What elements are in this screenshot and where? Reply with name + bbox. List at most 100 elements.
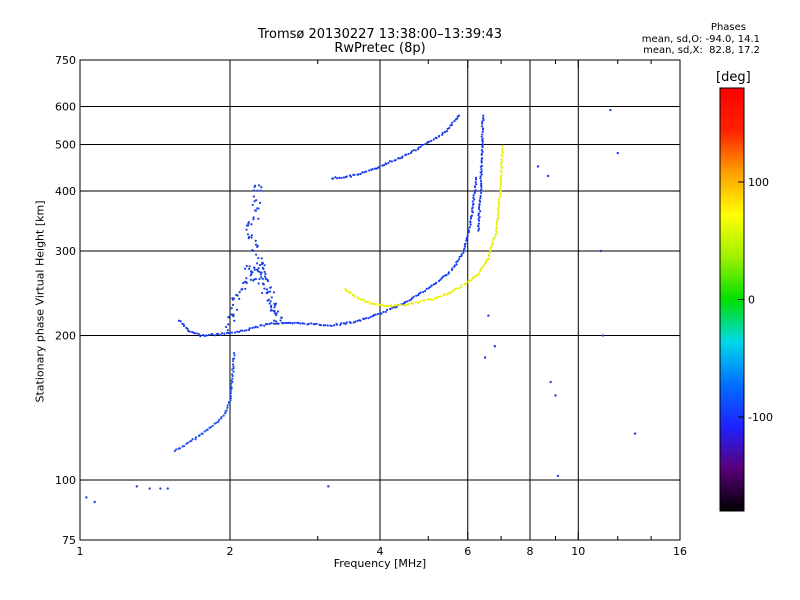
data-point bbox=[361, 171, 364, 174]
data-point bbox=[479, 189, 482, 192]
y-tick-label: 400 bbox=[55, 185, 76, 198]
data-point bbox=[384, 310, 387, 313]
chart-subtitle: RwPretec (8p) bbox=[334, 41, 426, 56]
data-point bbox=[259, 189, 262, 192]
data-point bbox=[496, 207, 500, 211]
data-point bbox=[471, 200, 474, 203]
data-point bbox=[249, 274, 252, 277]
data-point bbox=[247, 224, 250, 227]
data-point bbox=[282, 322, 285, 325]
data-point bbox=[480, 170, 483, 173]
data-point bbox=[492, 237, 495, 240]
data-point bbox=[400, 303, 403, 306]
data-point bbox=[345, 175, 348, 178]
data-point bbox=[254, 239, 257, 242]
data-point bbox=[477, 219, 481, 222]
data-point bbox=[219, 333, 222, 337]
data-point bbox=[439, 278, 442, 281]
data-point bbox=[250, 223, 253, 226]
data-point bbox=[332, 324, 336, 327]
data-point bbox=[229, 399, 232, 402]
data-point bbox=[500, 153, 503, 157]
y-tick-label: 750 bbox=[55, 54, 76, 67]
data-point bbox=[287, 321, 290, 324]
data-point bbox=[424, 143, 427, 146]
data-point bbox=[344, 287, 347, 291]
data-point bbox=[381, 164, 384, 167]
data-point bbox=[226, 404, 229, 407]
data-point bbox=[215, 421, 218, 424]
data-point bbox=[315, 322, 318, 325]
data-point bbox=[261, 277, 264, 280]
data-point bbox=[238, 330, 241, 334]
data-point bbox=[254, 325, 257, 328]
data-point bbox=[229, 390, 232, 393]
data-point bbox=[412, 295, 415, 298]
data-point bbox=[478, 272, 481, 275]
data-point bbox=[457, 287, 460, 290]
data-point bbox=[273, 306, 276, 309]
data-point bbox=[494, 236, 497, 239]
data-point bbox=[481, 122, 484, 125]
data-point bbox=[182, 323, 185, 326]
data-point bbox=[554, 394, 557, 397]
data-point bbox=[501, 160, 504, 163]
data-point bbox=[440, 276, 443, 280]
data-point bbox=[233, 352, 236, 355]
data-point bbox=[447, 271, 451, 274]
data-point bbox=[265, 291, 268, 295]
data-point bbox=[475, 183, 478, 186]
data-point bbox=[467, 228, 470, 231]
data-point bbox=[457, 258, 461, 261]
data-point bbox=[477, 217, 480, 220]
data-point bbox=[93, 500, 96, 504]
data-point bbox=[401, 155, 404, 158]
data-point bbox=[445, 130, 448, 133]
data-point bbox=[546, 174, 550, 178]
data-point bbox=[252, 249, 255, 252]
data-point bbox=[229, 331, 232, 334]
data-point bbox=[345, 289, 348, 292]
data-point bbox=[407, 152, 410, 156]
data-point bbox=[501, 149, 504, 153]
data-point bbox=[272, 291, 276, 294]
data-point bbox=[336, 177, 339, 180]
data-point bbox=[186, 327, 189, 330]
data-point bbox=[254, 277, 258, 281]
data-point bbox=[404, 300, 407, 304]
data-point bbox=[471, 210, 474, 213]
data-point bbox=[310, 322, 313, 325]
data-point bbox=[263, 264, 266, 267]
data-point bbox=[250, 234, 253, 237]
data-point bbox=[182, 324, 186, 328]
data-point bbox=[499, 195, 502, 198]
data-point bbox=[480, 164, 484, 167]
data-point bbox=[245, 228, 248, 231]
data-point bbox=[268, 302, 271, 305]
data-point bbox=[263, 270, 266, 273]
data-point bbox=[477, 222, 481, 225]
data-point bbox=[223, 332, 226, 335]
data-point bbox=[260, 276, 263, 279]
data-point bbox=[257, 217, 260, 220]
data-point bbox=[463, 283, 466, 286]
data-point bbox=[468, 226, 471, 229]
data-point bbox=[489, 249, 492, 252]
data-point bbox=[479, 175, 482, 178]
data-point bbox=[465, 238, 468, 241]
data-point bbox=[483, 356, 487, 359]
data-point bbox=[349, 175, 353, 178]
data-point bbox=[485, 260, 488, 263]
colorbar-tick-label: -100 bbox=[748, 411, 773, 424]
data-point bbox=[299, 322, 302, 325]
data-point bbox=[378, 165, 381, 168]
data-point bbox=[376, 312, 380, 316]
data-point bbox=[382, 310, 385, 314]
data-point bbox=[332, 177, 335, 180]
data-point bbox=[301, 322, 304, 325]
data-point bbox=[367, 317, 370, 320]
data-point bbox=[243, 280, 246, 283]
data-point bbox=[342, 176, 345, 179]
data-point bbox=[354, 320, 357, 323]
data-point bbox=[477, 212, 480, 215]
